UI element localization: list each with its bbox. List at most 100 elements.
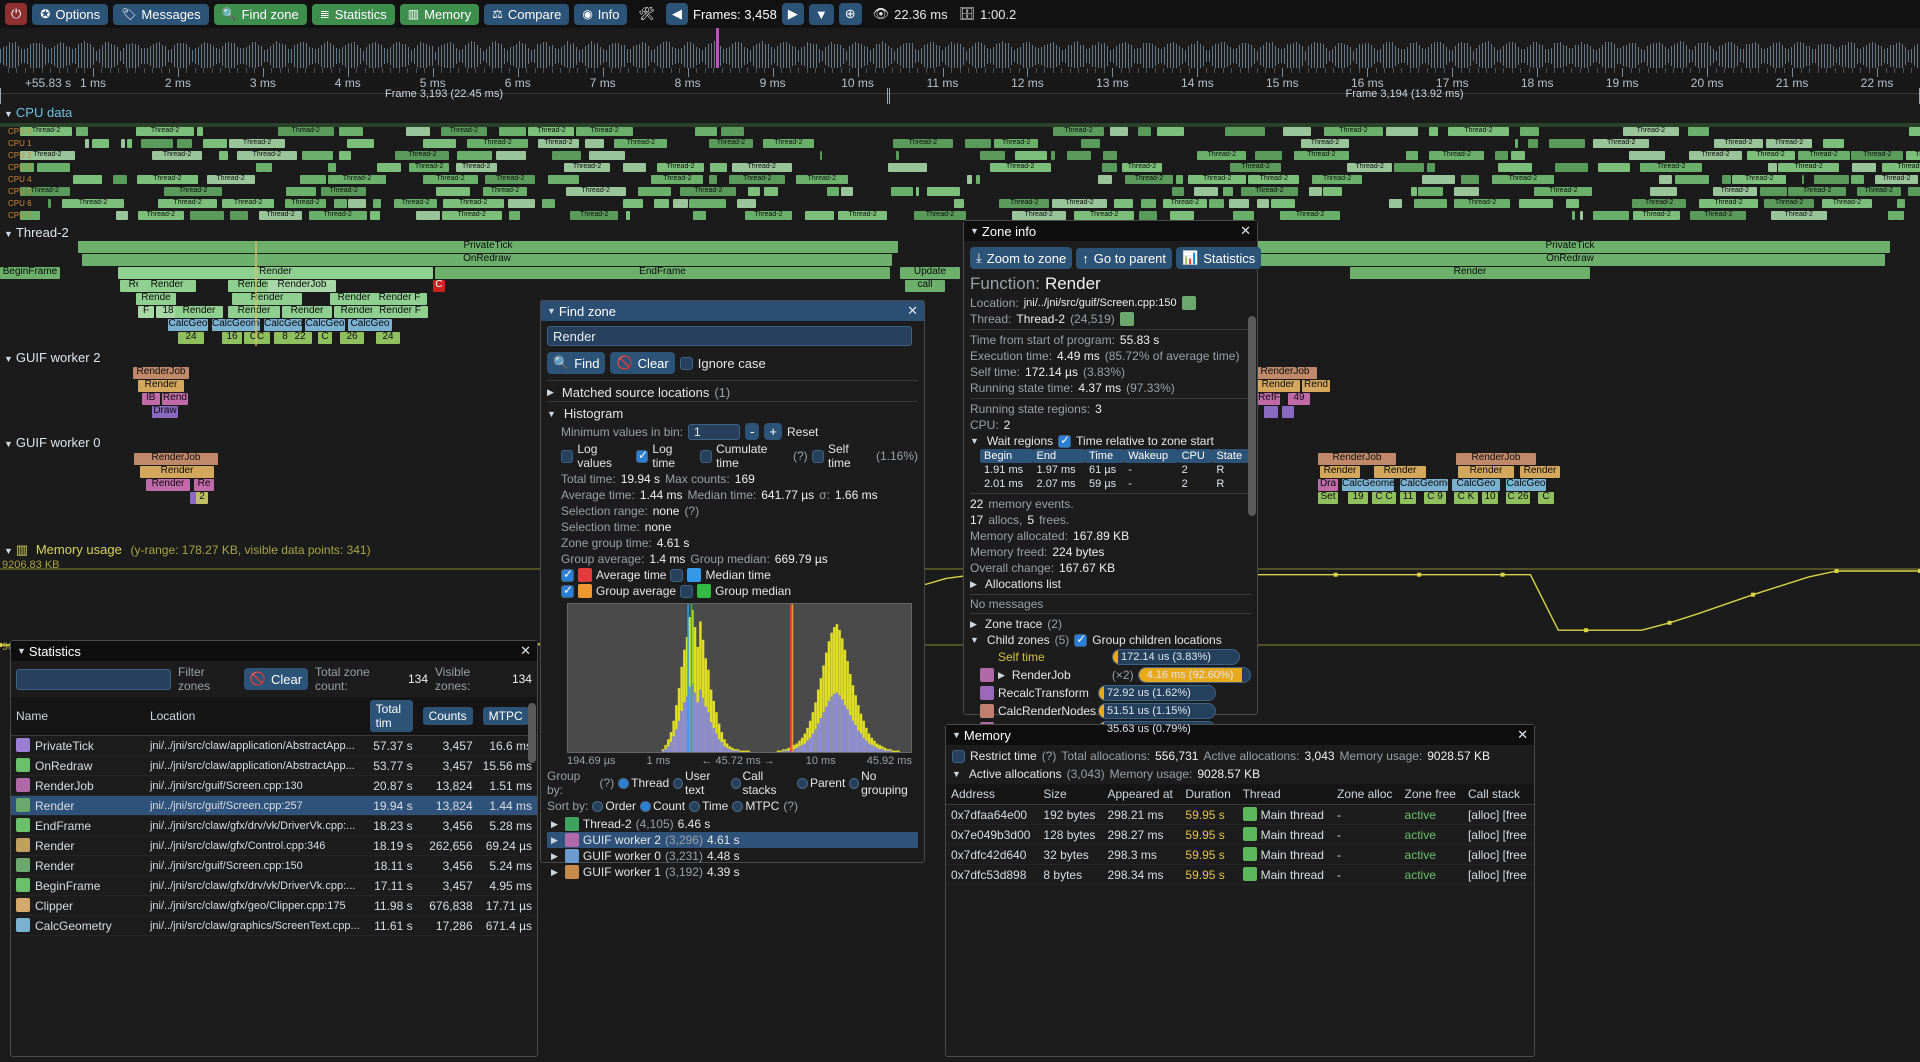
- cpu-zone[interactable]: [1528, 139, 1537, 148]
- clear-filter-button[interactable]: 🚫 Clear: [244, 668, 308, 690]
- cpu-zone[interactable]: [499, 127, 526, 136]
- cpu-zone[interactable]: [370, 211, 380, 220]
- close-icon[interactable]: ✕: [907, 303, 918, 319]
- cpu-zone[interactable]: Thread-2: [467, 139, 529, 148]
- memory-header-row[interactable]: AddressSizeAppeared atDurationThreadZone…: [946, 784, 1534, 805]
- table-row[interactable]: PrivateTick jni/../jni/src/claw/applicat…: [11, 736, 537, 756]
- cpu-zone[interactable]: [1081, 139, 1100, 148]
- time-relative-checkbox[interactable]: [1058, 435, 1071, 448]
- statistics-table-wrap[interactable]: NameLocationTotal timCountsMTPC PrivateT…: [11, 697, 537, 1062]
- timeline-zone[interactable]: RenderJob: [1456, 453, 1536, 465]
- statistics-body[interactable]: PrivateTick jni/../jni/src/claw/applicat…: [11, 736, 537, 936]
- plus-button[interactable]: +: [764, 423, 782, 440]
- cpu-zone[interactable]: [1675, 175, 1709, 184]
- timeline-zone[interactable]: Render: [228, 306, 280, 318]
- cpu-zone[interactable]: Thread-2: [1312, 175, 1362, 184]
- cpu-zone[interactable]: Thread-2: [259, 211, 301, 220]
- cpu-zone[interactable]: Thread-2: [651, 175, 703, 184]
- frame-menu-button[interactable]: ▼: [809, 4, 834, 25]
- timeline-minimap[interactable]: [0, 28, 1920, 68]
- cpu-zone[interactable]: [542, 199, 555, 208]
- cpu-zone[interactable]: [896, 151, 899, 160]
- timeline-zone[interactable]: Render: [1520, 466, 1560, 478]
- timeline-zone[interactable]: F: [138, 306, 154, 318]
- timeline-zone[interactable]: Re: [194, 479, 214, 491]
- find-zone-window[interactable]: ▼Find zone ✕ 🔍 Find 🚫 Clear Ignore case …: [540, 300, 925, 863]
- mem-call-stack-cell[interactable]: [alloc] [free: [1463, 805, 1534, 825]
- cpu-zone[interactable]: Thread-2: [138, 211, 184, 220]
- child-zone-row[interactable]: ▶RenderJob (×2) 4.16 ms (92.60%): [970, 666, 1251, 684]
- cpu-zone[interactable]: Thread-2: [1197, 151, 1246, 160]
- track-header-thread2[interactable]: ▼Thread-2: [0, 225, 69, 240]
- group-by-no-grouping-radio[interactable]: [849, 778, 859, 789]
- table-row[interactable]: EndFrame jni/../jni/src/claw/gfx/drv/vk/…: [11, 816, 537, 836]
- cpu-zone[interactable]: Thread-2: [796, 175, 848, 184]
- statistics-header-name[interactable]: Name: [11, 697, 145, 736]
- zone-info-window[interactable]: ▼Zone info ✕ ⤓ Zoom to zone ↑ Go to pare…: [963, 220, 1258, 715]
- cpu-zone[interactable]: Thread-2: [745, 211, 792, 220]
- cpu-zone[interactable]: Thread-2: [1798, 151, 1850, 160]
- timeline-zone[interactable]: C: [433, 280, 445, 292]
- cpu-zone[interactable]: Thread-2: [1012, 211, 1066, 220]
- cpu-zone[interactable]: [1629, 151, 1665, 160]
- cpu-zone[interactable]: [1515, 139, 1518, 148]
- cpu-zone[interactable]: Thread-2: [1324, 127, 1383, 136]
- cpu-zone[interactable]: [1511, 151, 1525, 160]
- cpu-zone[interactable]: Thread-2: [1788, 187, 1846, 196]
- zone-trace-label[interactable]: Zone trace: [985, 617, 1042, 631]
- cpu-zone[interactable]: [1389, 199, 1402, 208]
- active-allocations-label[interactable]: Active allocations: [969, 767, 1062, 781]
- cpu-zone[interactable]: [1138, 127, 1151, 136]
- group-average-checkbox[interactable]: [561, 585, 574, 598]
- cpu-zone[interactable]: [423, 139, 456, 148]
- cpu-zone[interactable]: Thread-2: [1280, 211, 1339, 220]
- statistics-header-row[interactable]: NameLocationTotal timCountsMTPC: [11, 697, 537, 736]
- cpu-zone[interactable]: Thread-2: [1633, 211, 1680, 220]
- zone-statistics-button[interactable]: 📊 Statistics: [1176, 247, 1261, 269]
- timeline-zone[interactable]: C 26: [1506, 492, 1530, 504]
- cpu-zone[interactable]: [965, 139, 991, 148]
- cpu-zone[interactable]: Thread-2: [657, 163, 704, 172]
- statistics-header-counts[interactable]: Counts: [418, 697, 478, 736]
- table-row[interactable]: CalcGeometry jni/../jni/src/claw/graphic…: [11, 916, 537, 936]
- cpu-zone[interactable]: Thread-2: [278, 127, 334, 136]
- wait-header-cell[interactable]: Time: [1085, 449, 1124, 463]
- group-by-user-text-radio[interactable]: [673, 778, 683, 789]
- median-time-checkbox[interactable]: [670, 569, 683, 582]
- timeline-zone[interactable]: C 9: [1424, 492, 1446, 504]
- timeline-zone[interactable]: PrivateTick: [78, 241, 898, 253]
- cpu-zone[interactable]: Thread-2: [729, 175, 785, 184]
- cpu-zone[interactable]: [1659, 175, 1672, 184]
- cpu-zone[interactable]: [1572, 211, 1575, 220]
- cpu-zone[interactable]: Thread-2: [999, 199, 1049, 208]
- cpu-zone[interactable]: Thread-2: [732, 163, 792, 172]
- track-header-memory-usage[interactable]: ▼▥ Memory usage (y-range: 178.27 KB, vis…: [0, 542, 371, 558]
- cpu-zone[interactable]: Thread-2: [1248, 175, 1299, 184]
- close-icon[interactable]: ✕: [1240, 223, 1251, 239]
- zone-groups-list[interactable]: ▶ Thread-2 (4,105) 6.46 s ▶ GUIF worker …: [547, 816, 918, 880]
- sort-by-mtpc-radio[interactable]: [732, 801, 743, 812]
- track-header-guif-worker2[interactable]: ▼GUIF worker 2: [0, 350, 100, 365]
- log-time-checkbox[interactable]: [636, 450, 648, 463]
- cpu-zone[interactable]: [496, 151, 526, 160]
- cpu-zone[interactable]: [302, 151, 333, 160]
- zone-group-row[interactable]: ▶ GUIF worker 1 (3,192) 4.39 s: [547, 864, 918, 880]
- sort-by-order-radio[interactable]: [592, 801, 603, 812]
- location-value[interactable]: jni/../jni/src/guif/Screen.cpp:150: [1024, 297, 1177, 309]
- timeline-zone[interactable]: Render: [1350, 267, 1590, 279]
- timeline-zone[interactable]: EndFrame: [435, 267, 890, 279]
- cpu-zone[interactable]: [980, 151, 1005, 160]
- cpu-zone[interactable]: [1852, 163, 1877, 172]
- group-by-parent-radio[interactable]: [797, 778, 808, 789]
- cpu-zone[interactable]: [1406, 151, 1419, 160]
- cpu-zone[interactable]: [203, 139, 227, 148]
- timeline-zone[interactable]: Render: [1256, 380, 1300, 392]
- cpu-zone[interactable]: [1257, 199, 1270, 208]
- cpu-zone[interactable]: [1323, 187, 1342, 196]
- tools-icon[interactable]: 🛠: [632, 3, 661, 25]
- cpu-zone[interactable]: [1888, 211, 1904, 220]
- cpu-zone[interactable]: [1209, 199, 1223, 208]
- timeline-zone[interactable]: 26: [340, 332, 364, 344]
- zone-group-row[interactable]: ▶ GUIF worker 0 (3,231) 4.48 s: [547, 848, 918, 864]
- timeline-zone[interactable]: C: [1538, 492, 1554, 504]
